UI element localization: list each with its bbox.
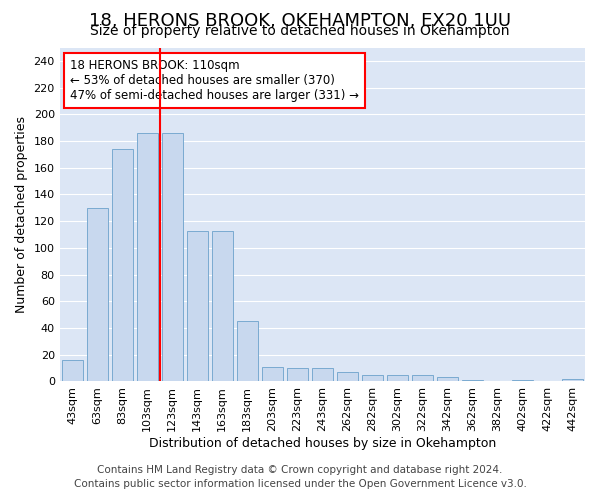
Bar bbox=[362, 375, 383, 382]
Bar bbox=[112, 149, 133, 382]
Bar bbox=[287, 368, 308, 382]
Text: 18, HERONS BROOK, OKEHAMPTON, EX20 1UU: 18, HERONS BROOK, OKEHAMPTON, EX20 1UU bbox=[89, 12, 511, 30]
Title: 18, HERONS BROOK, OKEHAMPTON, EX20 1UU
Size of property relative to detached hou: 18, HERONS BROOK, OKEHAMPTON, EX20 1UU S… bbox=[0, 499, 1, 500]
Bar bbox=[161, 133, 183, 382]
Text: Contains HM Land Registry data © Crown copyright and database right 2024.
Contai: Contains HM Land Registry data © Crown c… bbox=[74, 465, 526, 489]
Bar bbox=[437, 378, 458, 382]
Bar bbox=[137, 133, 158, 382]
Bar bbox=[412, 375, 433, 382]
Bar bbox=[62, 360, 83, 382]
Bar bbox=[262, 367, 283, 382]
Text: Size of property relative to detached houses in Okehampton: Size of property relative to detached ho… bbox=[90, 24, 510, 38]
Bar bbox=[387, 375, 408, 382]
Bar bbox=[462, 380, 483, 382]
Bar bbox=[86, 208, 108, 382]
Bar bbox=[236, 322, 258, 382]
Bar bbox=[187, 230, 208, 382]
Bar bbox=[212, 230, 233, 382]
Bar bbox=[562, 379, 583, 382]
Bar bbox=[512, 380, 533, 382]
Bar bbox=[337, 372, 358, 382]
Y-axis label: Number of detached properties: Number of detached properties bbox=[15, 116, 28, 313]
Bar bbox=[312, 368, 333, 382]
X-axis label: Distribution of detached houses by size in Okehampton: Distribution of detached houses by size … bbox=[149, 437, 496, 450]
Text: 18 HERONS BROOK: 110sqm
← 53% of detached houses are smaller (370)
47% of semi-d: 18 HERONS BROOK: 110sqm ← 53% of detache… bbox=[70, 59, 359, 102]
